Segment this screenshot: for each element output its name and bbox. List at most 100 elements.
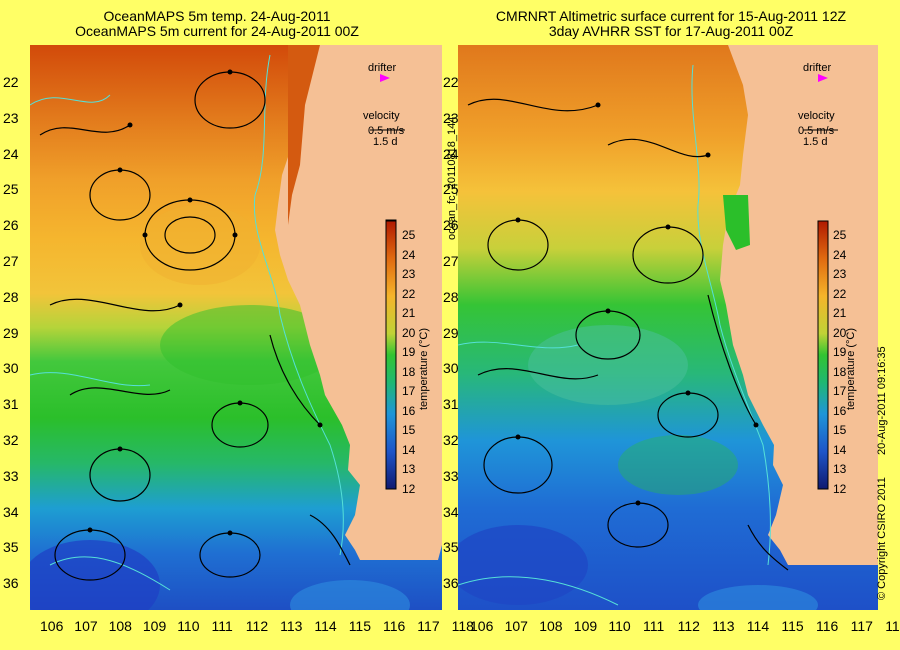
longitude-tick-label: 107 (504, 618, 528, 634)
latitude-tick-label: 25 (3, 181, 19, 198)
right-title-line2: 3day AVHRR SST for 17-Aug-2011 00Z (548, 23, 794, 39)
latitude-tick-label: 32 (443, 432, 459, 448)
right-drifter-label: drifter (803, 62, 831, 74)
latitude-tick-label: 36 (443, 575, 459, 592)
latitude-tick-label: 31 (443, 396, 459, 413)
colorbar-tick-label: 15 (833, 423, 847, 437)
colorbar-tick-label: 13 (833, 462, 847, 476)
longitude-tick-label: 118 (451, 618, 474, 634)
latitude-tick-label: 33 (443, 467, 459, 484)
longitude-tick-label: 116 (383, 618, 406, 634)
colorbar-tick-label: 17 (402, 384, 416, 398)
left-panel-title: OceanMAPS 5m temp. 24-Aug-2011 OceanMAPS… (52, 9, 382, 39)
latitude-tick-label: 35 (443, 539, 459, 556)
colorbar-tick-label: 18 (402, 364, 416, 379)
left-velocity-label: velocity (363, 110, 400, 122)
left-isobath-contours (30, 54, 344, 591)
longitude-tick-label: 111 (643, 618, 665, 634)
longitude-tick-label: 118 (885, 618, 900, 634)
copyright-label: © Copyright CSIRO 2011 (876, 477, 888, 600)
latitude-tick-label: 30 (3, 360, 19, 377)
left-title-line2: OceanMAPS 5m current for 24-Aug-2011 00Z (75, 23, 359, 39)
left-colorbar (385, 220, 397, 490)
latitude-tick-label: 26 (3, 217, 19, 234)
colorbar-tick-label: 12 (402, 481, 416, 496)
longitude-tick-label: 113 (280, 618, 303, 634)
colorbar-tick-label: 23 (402, 267, 416, 281)
colorbar-tick-label: 21 (833, 306, 847, 320)
right-drifter-marker (818, 74, 828, 82)
left-velocity-days: 1.5 d (373, 136, 397, 148)
latitude-tick-label: 22 (443, 74, 459, 90)
latitude-tick-label: 24 (443, 145, 459, 162)
longitude-tick-label: 106 (470, 618, 494, 634)
latitude-tick-label: 30 (443, 360, 459, 377)
right-land-mass (720, 45, 878, 565)
colorbar-tick-label: 13 (402, 462, 416, 476)
latitude-tick-label: 31 (3, 396, 19, 413)
longitude-tick-label: 106 (40, 618, 64, 634)
left-map[interactable]: drifter velocity 0.5 m/s 1.5 d (30, 45, 442, 610)
right-title-line1: CMRNRT Altimetric surface current for 15… (495, 8, 847, 24)
right-sst-patches (458, 325, 818, 610)
longitude-tick-label: 109 (142, 618, 167, 634)
colorbar-tick-label: 22 (833, 286, 847, 301)
longitude-tick-label: 114 (314, 618, 337, 634)
colorbar-tick-label: 20 (833, 325, 847, 340)
latitude-tick-label: 23 (3, 109, 19, 126)
right-colorbar-label: temperature (°C) (845, 327, 857, 410)
longitude-tick-label: 109 (573, 618, 598, 634)
right-velocity-label: velocity (798, 110, 835, 122)
left-title-line1: OceanMAPS 5m temp. 24-Aug-2011 (103, 8, 331, 24)
longitude-tick-label: 116 (816, 618, 839, 634)
colorbar-tick-label: 14 (402, 442, 416, 457)
left-land-mass (275, 45, 442, 560)
longitude-tick-label: 115 (348, 618, 372, 634)
right-panel-title: CMRNRT Altimetric surface current for 15… (462, 9, 880, 39)
colorbar-tick-label: 19 (402, 345, 416, 359)
colorbar-tick-label: 21 (402, 306, 416, 320)
latitude-tick-label: 25 (443, 181, 459, 198)
colorbar-tick-label: 14 (833, 442, 847, 457)
right-velocity-speed: 0.5 m/s (798, 125, 835, 137)
colorbar-tick-label: 16 (402, 403, 416, 418)
longitude-tick-label: 117 (417, 618, 440, 634)
colorbar-tick-label: 22 (402, 286, 416, 301)
longitude-tick-label: 108 (108, 618, 132, 634)
colorbar-tick-label: 23 (833, 267, 847, 281)
longitude-tick-label: 111 (211, 618, 233, 634)
longitude-tick-label: 112 (677, 618, 700, 634)
latitude-tick-label: 28 (3, 288, 19, 305)
colorbar-tick-label: 16 (833, 403, 847, 418)
right-isobath-contours (458, 64, 771, 606)
longitude-tick-label: 112 (245, 618, 269, 634)
right-gulf-water (723, 195, 750, 250)
latitude-tick-label: 34 (3, 503, 19, 520)
latitude-tick-label: 22 (3, 74, 19, 90)
latitude-tick-label: 29 (443, 324, 459, 341)
longitude-tick-label: 107 (74, 618, 98, 634)
latitude-tick-label: 34 (443, 503, 459, 520)
right-colorbar (817, 220, 829, 490)
colorbar-tick-label: 24 (402, 247, 416, 262)
left-colorbar-label: temperature (°C) (418, 327, 430, 410)
latitude-tick-label: 27 (3, 253, 19, 269)
left-vector-dots (87, 69, 323, 536)
right-map[interactable]: drifter velocity 0.5 m/s 1.5 d (458, 45, 878, 610)
longitude-tick-label: 110 (608, 618, 631, 634)
longitude-tick-label: 108 (539, 618, 563, 634)
latitude-tick-label: 26 (443, 217, 459, 234)
latitude-tick-label: 36 (3, 575, 19, 592)
colorbar-tick-label: 20 (402, 325, 416, 340)
left-velocity-speed: 0.5 m/s (368, 125, 405, 137)
latitude-tick-label: 33 (3, 467, 19, 484)
colorbar-tick-label: 18 (833, 364, 847, 379)
timestamp-label: 20-Aug-2011 09:16:35 (876, 346, 888, 455)
latitude-tick-label: 32 (3, 432, 19, 448)
latitude-tick-label: 27 (443, 253, 459, 269)
colorbar-tick-label: 24 (833, 247, 847, 262)
latitude-tick-label: 24 (3, 145, 19, 162)
left-drifter-label: drifter (368, 62, 396, 74)
colorbar-tick-label: 15 (402, 423, 416, 437)
longitude-tick-label: 114 (746, 618, 770, 634)
